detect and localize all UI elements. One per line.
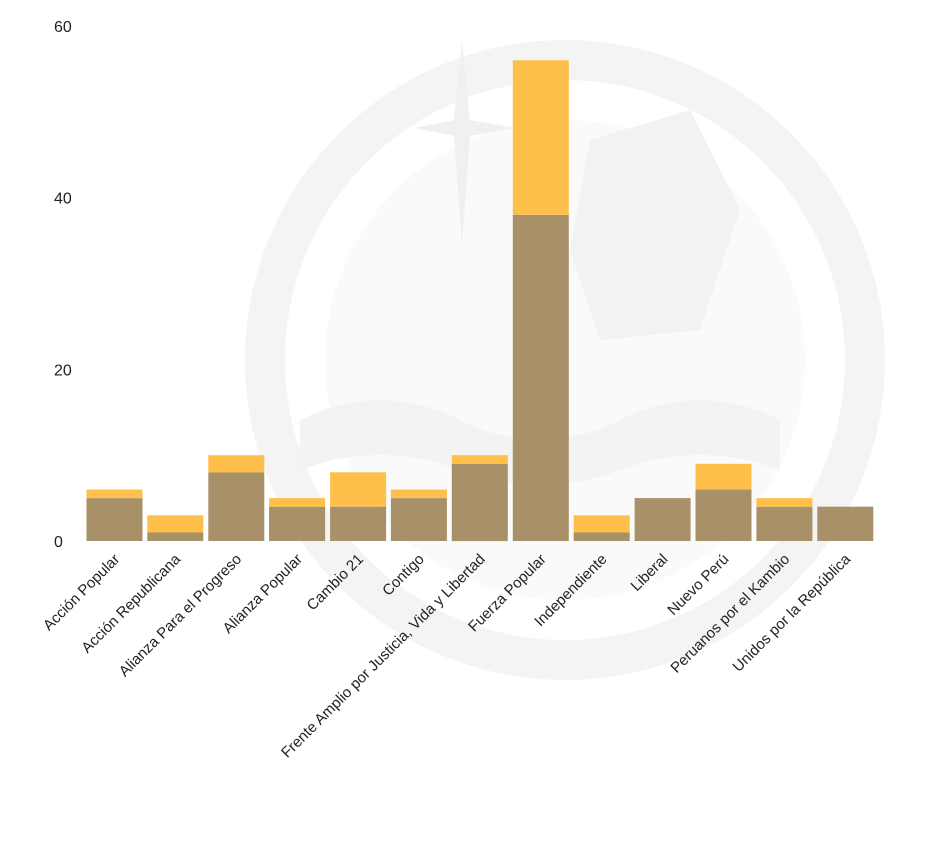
bar-segment-lower (634, 498, 691, 541)
bar-segment-upper (330, 472, 387, 507)
bar-segment-lower (390, 498, 447, 541)
bar-segment-lower (756, 506, 813, 541)
bar-segment-lower (269, 506, 326, 541)
x-tick-label: Acción Republicana (78, 550, 184, 656)
bar-segment-upper (147, 515, 204, 533)
y-tick-label: 60 (54, 19, 72, 36)
bar-segment-upper (451, 455, 508, 464)
bar-segment-upper (86, 489, 143, 499)
bar-segment-upper (573, 515, 630, 533)
x-tick-label: Alianza Para el Progreso (116, 551, 245, 680)
bar-segment-lower (330, 506, 387, 541)
y-tick-label: 0 (54, 534, 63, 551)
bar-segment-upper (390, 489, 447, 499)
bar-segment-lower (512, 214, 569, 542)
bar-segment-lower (147, 532, 204, 541)
y-tick-label: 40 (54, 191, 72, 208)
seal-star-icon (415, 40, 515, 245)
bar-segment-upper (756, 498, 813, 507)
bar-segment-lower (573, 532, 630, 541)
bar-segment-upper (208, 455, 265, 473)
bar-segment-lower (817, 506, 874, 541)
bar-segment-upper (512, 60, 569, 215)
y-axis: 0 20 40 60 (54, 19, 72, 551)
bar-segment-lower (208, 472, 265, 541)
bar-segment-lower (695, 489, 752, 541)
bar-segment-upper (269, 498, 326, 507)
seal-ship-icon (570, 110, 740, 340)
bar-segment-lower (86, 498, 143, 541)
bar-segment-upper (695, 463, 752, 490)
y-tick-label: 20 (54, 362, 72, 379)
bars (86, 60, 874, 542)
seal-disc (245, 40, 885, 680)
bar-segment-lower (451, 463, 508, 542)
